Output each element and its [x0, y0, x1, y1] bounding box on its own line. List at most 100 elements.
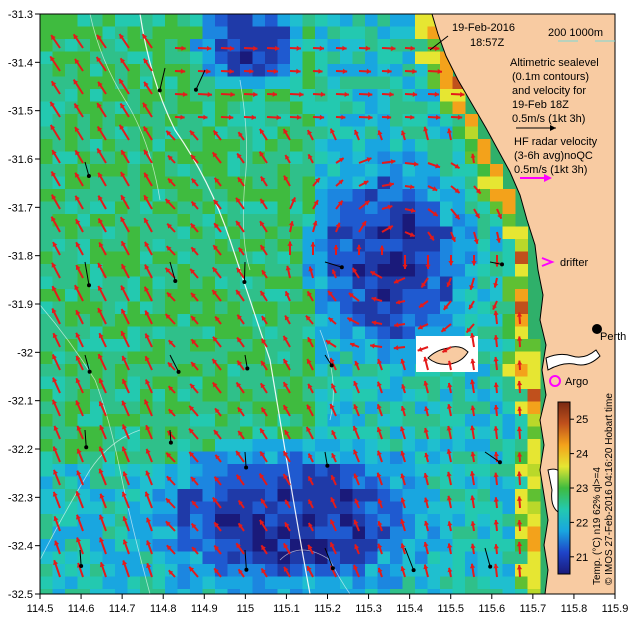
x-tick-label: 115.2	[314, 603, 341, 615]
altimetry-arrow-head	[410, 114, 415, 120]
altimetry-arrow-head	[516, 312, 523, 317]
altimetry-arrow-head	[75, 332, 81, 338]
colorbar	[557, 401, 571, 575]
altimetry-arrow-head	[333, 245, 339, 250]
altimetry-arrow-head	[99, 562, 105, 568]
altimetry-arrow-head	[409, 184, 415, 190]
altimetry-arrow-head	[52, 286, 57, 292]
altimetry-arrow-head	[259, 473, 265, 479]
altimetry-arrow-head	[393, 345, 399, 351]
altimetry-arrow-head	[299, 91, 304, 98]
altimetry-arrow-head	[122, 539, 128, 545]
altimetry-arrow-head	[338, 180, 344, 185]
altimetry-arrow-head	[454, 188, 460, 193]
time-pointer	[429, 35, 449, 51]
altimetry-arrow-head	[236, 220, 241, 226]
altimetry-arrow-head	[52, 446, 58, 452]
altimetry-arrow-head	[192, 547, 197, 552]
altimetry-arrow-head	[447, 360, 453, 366]
altimetry-arrow-head	[441, 327, 447, 332]
altimetry-arrow-head	[337, 200, 343, 206]
altimetry-arrow-head	[99, 425, 105, 431]
altimetry-arrow-head	[353, 473, 359, 479]
argo-marker	[549, 375, 561, 387]
altimetry-arrow-head	[212, 152, 218, 158]
altimetry-arrow-head	[143, 126, 149, 132]
altimetry-arrow-head	[434, 91, 440, 97]
altimetry-arrow-head	[306, 404, 312, 410]
altimetry-arrow-head	[97, 285, 103, 291]
altimetry-arrow-head	[212, 336, 218, 342]
date-label: 19-Feb-2016	[452, 22, 515, 34]
altimetry-arrow-head	[76, 425, 82, 431]
altimetry-arrow-head	[412, 68, 417, 74]
altimetry-arrow-head	[517, 360, 523, 365]
rottnest-island	[427, 346, 469, 365]
altimetry-arrow-head	[206, 45, 212, 52]
altimetry-arrow-head	[434, 45, 440, 51]
hf-radar-arrow-head	[87, 283, 92, 288]
altimetry-arrow-head	[354, 544, 360, 550]
altimetry-arrow-head	[142, 34, 148, 40]
altimetry-arrow-head	[122, 516, 128, 522]
altimetry-arrow-head	[432, 211, 438, 216]
altimetry-arrow-head	[460, 91, 465, 98]
altimetry-arrow-head	[50, 124, 56, 130]
altimetry-arrow-head	[121, 264, 127, 270]
altimetry-arrow-head	[261, 545, 266, 551]
altimetry-arrow-head	[75, 172, 80, 178]
x-tick-label: 114.6	[68, 603, 95, 615]
altimetry-arrow-head	[283, 451, 289, 457]
altimetry-arrow-head	[166, 130, 172, 136]
altimetry-arrow-head	[307, 383, 313, 389]
altimetry-arrow-head	[331, 430, 336, 436]
altimetry-arrow-head	[145, 470, 151, 476]
altimetry-arrow-head	[165, 199, 171, 204]
altimetry-arrow-head	[53, 560, 59, 566]
altimetry-arrow-head	[325, 340, 331, 345]
altimetry-arrow-head	[370, 271, 376, 276]
altimetry-arrow-head	[354, 360, 360, 366]
altimetry-arrow-head	[400, 519, 406, 525]
x-tick-label: 115.5	[437, 603, 464, 615]
altimetry-arrows	[49, 33, 523, 578]
altimetry-arrow-head	[469, 425, 476, 431]
altimetry-arrow-head	[75, 127, 80, 133]
credit-text: © IMOS 27-Feb-2016 04:16:20 Hobart time	[604, 393, 615, 585]
altimetry-arrow-head	[410, 207, 416, 213]
hf-radar-arrow	[489, 261, 503, 265]
altimetry-arrow-head	[98, 401, 104, 407]
altimetry-arrow-head	[421, 282, 426, 288]
altimetry-legend-line-5: 0.5m/s (1kt 3h)	[512, 113, 585, 125]
depth-contour-line	[239, 79, 251, 271]
hf-radar-arrow-head	[157, 88, 162, 93]
hf-radar-arrow-head	[488, 564, 493, 569]
hf-radar-arrow	[243, 261, 246, 283]
altimetry-arrow-head	[377, 521, 383, 527]
altimetry-arrow-head	[75, 265, 81, 271]
altimetry-arrow-head	[387, 204, 393, 210]
hf-radar-arrow-head	[330, 566, 335, 571]
altimetry-arrow-head	[517, 452, 523, 457]
altimetry-arrow-head	[353, 404, 359, 410]
altimetry-arrow-head	[207, 91, 212, 98]
altimetry-arrow-head	[493, 282, 499, 288]
altimetry-arrow-head	[308, 522, 313, 528]
altimetry-arrow-head	[308, 154, 313, 160]
altimetry-arrow-head	[353, 564, 359, 570]
argo-label: Argo	[565, 376, 588, 388]
altimetry-arrow-head	[145, 448, 151, 454]
altimetry-arrow-head	[493, 404, 499, 410]
altimetry-arrow-head	[307, 130, 313, 136]
altimetry-arrow-head	[368, 114, 373, 121]
altimetry-arrow-head	[366, 157, 372, 163]
altimetry-arrow-head	[474, 213, 480, 219]
altimetry-arrow-head	[191, 292, 196, 298]
hf-radar-arrow-head	[168, 440, 173, 445]
altimetry-arrow-head	[214, 545, 220, 551]
altimetry-arrow-head	[213, 245, 219, 251]
altimetry-arrow-head	[347, 317, 353, 323]
altimetry-arrow-head	[215, 454, 220, 460]
altimetry-arrow-head	[53, 469, 58, 475]
altimetry-arrow-head	[330, 519, 335, 525]
